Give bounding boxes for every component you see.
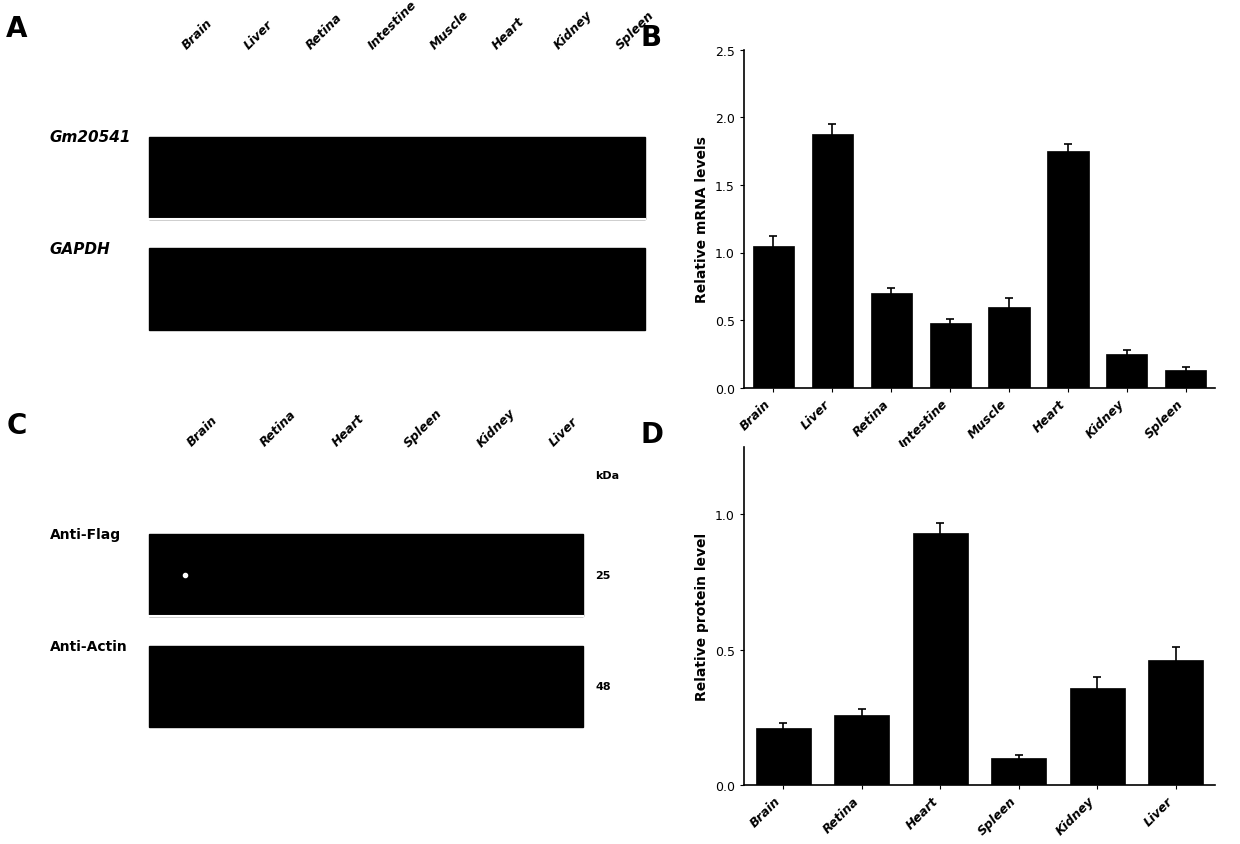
Text: Gm20541: Gm20541 <box>50 130 131 145</box>
Y-axis label: Relative mRNA levels: Relative mRNA levels <box>696 136 709 303</box>
Bar <box>753 246 794 388</box>
Text: Liver: Liver <box>547 415 580 449</box>
FancyBboxPatch shape <box>149 646 583 728</box>
Text: Intestine: Intestine <box>366 0 419 52</box>
Bar <box>812 134 853 388</box>
Text: B: B <box>640 24 661 51</box>
Bar <box>1070 688 1125 785</box>
Text: D: D <box>640 420 663 448</box>
Bar <box>913 533 967 785</box>
Bar <box>1166 371 1207 388</box>
Text: Retina: Retina <box>304 11 345 52</box>
Text: 25: 25 <box>595 571 610 581</box>
Text: Muscle: Muscle <box>428 8 471 52</box>
Y-axis label: Relative protein level: Relative protein level <box>696 533 709 700</box>
Text: Kidney: Kidney <box>552 9 595 52</box>
Bar <box>1106 354 1147 388</box>
FancyBboxPatch shape <box>149 138 645 219</box>
Bar <box>835 715 889 785</box>
Bar <box>870 294 911 388</box>
Bar <box>755 728 811 785</box>
Bar <box>992 758 1047 785</box>
FancyBboxPatch shape <box>149 249 645 331</box>
Text: C: C <box>6 412 26 440</box>
Bar <box>1048 152 1089 388</box>
Text: Liver: Liver <box>242 19 275 52</box>
Bar <box>988 307 1029 388</box>
Text: GAPDH: GAPDH <box>50 241 110 257</box>
Text: Heart: Heart <box>490 15 527 52</box>
Text: A: A <box>6 15 27 43</box>
Text: Brain: Brain <box>180 17 216 52</box>
Text: Retina: Retina <box>258 408 299 449</box>
Text: Anti-Actin: Anti-Actin <box>50 639 128 652</box>
Text: kDa: kDa <box>595 470 619 480</box>
FancyBboxPatch shape <box>149 534 583 616</box>
Text: Brain: Brain <box>185 414 221 449</box>
Bar <box>1148 661 1203 785</box>
Text: Heart: Heart <box>330 412 367 449</box>
Text: Spleen: Spleen <box>614 9 657 52</box>
Text: Anti-Flag: Anti-Flag <box>50 528 120 541</box>
Text: Kidney: Kidney <box>474 406 517 449</box>
Bar <box>930 323 971 388</box>
Text: Spleen: Spleen <box>402 406 445 449</box>
Text: 48: 48 <box>595 682 611 692</box>
